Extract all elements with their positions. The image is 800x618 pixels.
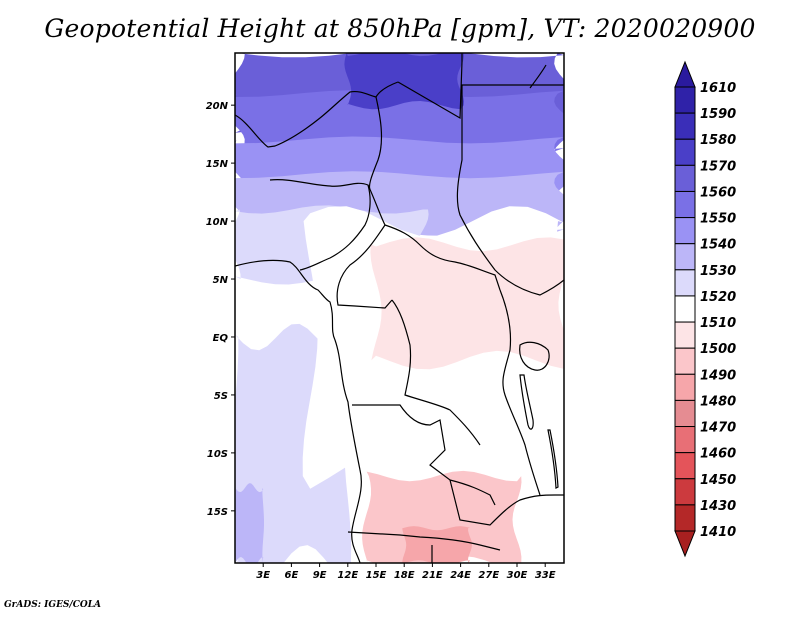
colorbar-top-arrow [674,60,696,88]
colorbar-segment [674,347,696,375]
colorbar-segment [674,86,696,114]
lake-tanganyika [519,374,534,430]
angola-south-border [347,531,501,551]
cameroon-border [336,184,393,309]
country-borders [235,53,564,563]
colorbar-segment [674,426,696,454]
colorbar-bottom-arrow [674,530,696,558]
x-tick-label: 6E [285,570,299,581]
niger-chad-border [368,96,383,191]
y-tick-label: 15S [207,507,228,518]
colorbar-segment [674,478,696,506]
plot-frame [234,52,565,564]
colorbar-label: 1430 [700,499,736,514]
west-africa-coastline [235,259,362,563]
y-tick-label: 20N [206,101,229,112]
x-axis: 3E 6E 9E 12E 15E 18E 21E 24E 27E 30E 33E [256,563,556,581]
angola-border [352,404,496,506]
y-tick-label: 10S [207,449,228,460]
colorbar-label: 1530 [700,264,736,279]
colorbar-label: 1510 [700,316,736,331]
chad-sudan-border [456,118,564,296]
colorbar-label: 1410 [700,525,736,540]
car-border [384,224,501,291]
colorbar-label: 1590 [700,107,736,122]
x-tick-label: 21E [422,570,443,581]
colorbar-segment [674,295,696,323]
y-tick-label: 5N [213,275,229,286]
colorbar-segment [674,452,696,480]
colorbar-segment [674,504,696,532]
colorbar-label: 1500 [700,342,736,357]
colorbar-segment [674,138,696,166]
colorbar-segment [674,243,696,271]
field-band-botswana-low-core [402,526,472,563]
colorbar-label: 1490 [700,368,736,383]
congo-drc-border [391,299,481,446]
grads-credit: GrADS: IGES/COLA [4,600,102,610]
colorbar-label: 1480 [700,394,736,409]
zambia-border [449,479,564,526]
colorbar-label: 1460 [700,447,736,462]
geopotential-field [235,53,564,563]
sahara-border-2 [397,53,463,120]
colorbar-segment [674,190,696,219]
red-sea-coast [529,64,547,89]
colorbar-label: 1570 [700,159,736,174]
lake-malawi [547,429,559,489]
colorbar-label: 1560 [700,185,736,200]
colorbar: 1610 1590 1580 1570 1560 1550 1540 1530 1520 1510… [674,60,736,558]
field-band-car-sudan-low [370,237,564,370]
colorbar-label: 1470 [700,421,736,436]
colorbar-label: 1520 [700,290,736,305]
nigeria-border [269,179,371,271]
x-tick-label: 3E [256,570,270,581]
chart-title: Geopotential Height at 850hPa [gpm], VT:… [44,14,756,43]
colorbar-segment [674,112,696,140]
colorbar-segment [674,269,696,297]
x-tick-label: 18E [394,570,415,581]
colorbar-label: 1550 [700,212,736,227]
colorbar-label: 1540 [700,238,736,253]
x-tick-label: 12E [337,570,358,581]
y-tick-label: 5S [214,391,228,402]
lake-victoria [519,341,550,371]
colorbar-segment [674,399,696,428]
colorbar-label: 1610 [700,81,736,96]
colorbar-label: 1450 [700,473,736,488]
y-tick-label: 10N [206,217,229,228]
colorbar-segment [674,373,696,401]
field-band-sw-ocean-high [235,483,264,563]
y-tick-label: EQ [213,333,229,344]
x-tick-label: 27E [478,570,499,581]
drc-east-border [499,289,541,496]
x-tick-label: 24E [450,570,471,581]
colorbar-label: 1580 [700,133,736,148]
x-tick-label: 33E [535,570,556,581]
y-tick-label: 15N [206,159,229,170]
colorbar-segment [674,217,696,245]
colorbar-segment [674,321,696,349]
colorbar-segment [674,164,696,192]
field-band-far-north-core [344,53,464,110]
y-axis: 20N 15N 10N 5N EQ 5S 10S 15S [206,101,235,518]
x-tick-label: 9E [313,570,327,581]
x-tick-label: 30E [507,570,528,581]
field-band-angola-zambia-low [362,470,522,563]
sudan-border [461,84,564,118]
x-tick-label: 15E [366,570,387,581]
sahara-border-1 [235,81,399,148]
